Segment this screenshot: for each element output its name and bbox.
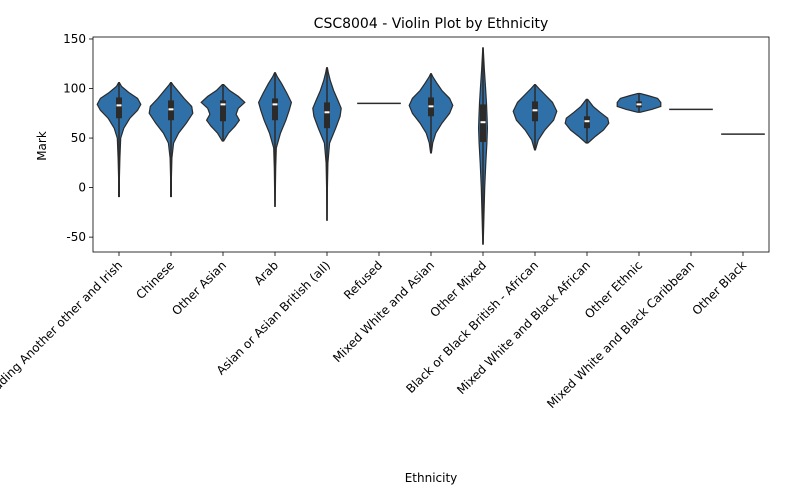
violin-iqr-box xyxy=(116,97,122,119)
chart-title: CSC8004 - Violin Plot by Ethnicity xyxy=(314,16,549,32)
violin-median xyxy=(532,109,538,112)
plot-frame xyxy=(92,36,770,253)
violin-median xyxy=(168,108,174,111)
x-tick-label: Chinese xyxy=(133,258,177,302)
violin-iqr-box xyxy=(324,102,330,129)
x-tick-label: Arab xyxy=(251,258,281,288)
violin xyxy=(257,72,293,207)
x-tick-label: Mixed White and Asian xyxy=(330,258,437,365)
y-tick-label: 50 xyxy=(71,131,86,145)
y-tick-label: 150 xyxy=(63,32,86,46)
violin xyxy=(408,73,454,154)
violin-median xyxy=(324,111,330,114)
violin-iqr-box xyxy=(220,100,226,122)
x-tick-label: Asian or Asian British (all) xyxy=(214,258,333,377)
y-tick-label: 100 xyxy=(63,82,86,96)
x-tick-label: Refused xyxy=(341,258,385,302)
violin xyxy=(96,82,142,198)
violin xyxy=(148,82,194,198)
violin xyxy=(616,92,662,113)
y-tick-label: 0 xyxy=(78,181,86,195)
x-tick-label: White including Another other and Irish xyxy=(0,258,125,435)
violin-median xyxy=(584,120,590,123)
violin-median xyxy=(272,103,278,106)
violin-median xyxy=(480,121,486,124)
x-tick-label: Other Asian xyxy=(169,258,229,318)
violin-iqr-box xyxy=(272,98,278,121)
violin xyxy=(312,67,342,221)
violin xyxy=(200,84,246,142)
violin xyxy=(564,98,610,144)
violin xyxy=(477,47,489,245)
x-tick-label: Other Black xyxy=(689,258,749,318)
violin-median xyxy=(220,103,226,106)
x-axis-label: Ethnicity xyxy=(405,471,458,485)
violin xyxy=(512,84,558,151)
y-tick-label: -50 xyxy=(66,230,86,244)
violin-median xyxy=(428,105,434,108)
y-axis-label: Mark xyxy=(35,131,49,161)
violin-median xyxy=(636,103,642,106)
x-axis: White including Another other and IrishC… xyxy=(0,252,749,435)
violin-median xyxy=(116,104,122,107)
plot-area xyxy=(96,47,765,245)
y-axis: -50 0 50 100 150 xyxy=(63,32,93,244)
